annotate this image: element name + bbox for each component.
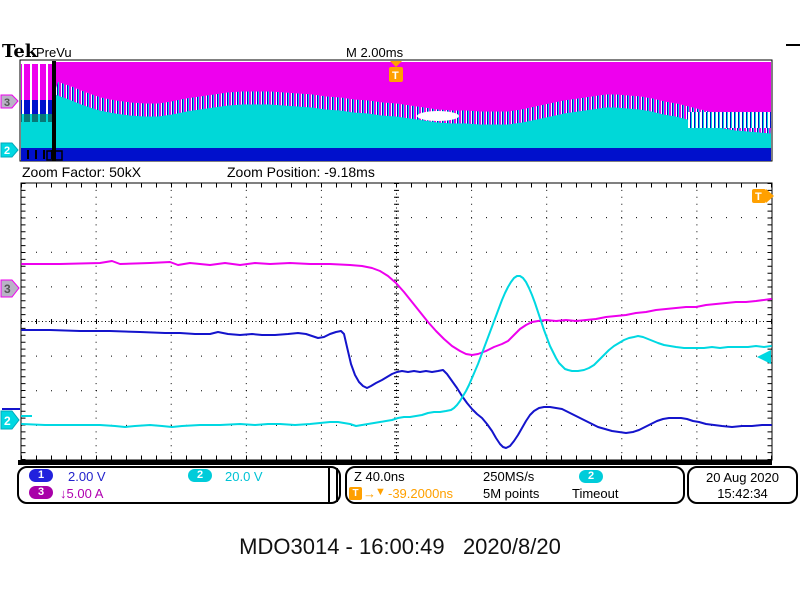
overview-ch1-band	[21, 148, 771, 161]
overview-ch3-marker-label: 3	[4, 97, 10, 109]
timebase-label: M 2.00ms	[346, 45, 404, 60]
overview-stripe-band	[688, 112, 771, 128]
overview-burst-cyan	[21, 122, 52, 148]
screenshot-caption: MDO3014 - 16:00:49 2020/8/20	[239, 534, 561, 559]
overview-white-gap	[417, 111, 459, 121]
trace-ch1	[21, 329, 772, 449]
date-value: 20 Aug 2020	[705, 470, 780, 485]
overview-burst-teal	[21, 114, 52, 122]
overview-trigger-flag-icon	[389, 67, 403, 82]
trigger-level-arrow-icon[interactable]	[757, 350, 771, 364]
main-trigger-flag-icon[interactable]	[752, 189, 766, 203]
graticule-bottom-bar	[18, 460, 772, 465]
trigger-t-icon: T	[349, 487, 362, 500]
ch3-badge[interactable]: 3	[29, 486, 53, 499]
horizontal-trigger-readout-box: Z 40.0ns 250MS/s 2 T → ▼ -39.2000ns 5M p…	[345, 466, 685, 504]
trigger-arrow-right-icon: →	[363, 486, 376, 501]
trace-ch2	[21, 275, 772, 428]
trigger-arrow-down-icon: ▼	[375, 486, 386, 498]
main-trigger-flag-arrow-icon	[766, 189, 774, 203]
overview-burst-magenta	[21, 64, 52, 100]
readout-divider	[328, 468, 338, 502]
zoom-position-label: Zoom Position: -9.18ms	[227, 164, 375, 180]
zoom-factor-label: Zoom Factor: 50kX	[22, 164, 142, 180]
main-ch2-position-dash	[21, 415, 32, 417]
acquisition-mode-label: PreVu	[36, 45, 72, 60]
trigger-position-value: -39.2000ns	[388, 486, 454, 501]
datetime-box: 20 Aug 2020 15:42:34	[687, 466, 798, 504]
overview-decorations: T	[21, 61, 771, 161]
overview-ch2-marker-label: 2	[4, 145, 10, 157]
ch1-scale-value: 2.00 V	[68, 469, 106, 484]
channel-readout-box: 1 2.00 V 2 20.0 V 3 ↓5.00 A	[17, 466, 341, 504]
graticule-grid	[21, 183, 772, 460]
tek-logo: Tek	[2, 41, 38, 62]
ch2-badge[interactable]: 2	[188, 469, 212, 482]
trace-ch3	[21, 260, 772, 356]
overview-trigger-arrow-icon	[390, 61, 402, 67]
ch1-badge[interactable]: 1	[29, 469, 53, 482]
main-ch1-position-marker[interactable]	[2, 408, 20, 410]
zoom-scale-value: Z 40.0ns	[354, 469, 405, 484]
overview-burst-marks	[22, 150, 52, 159]
overview-waveform-fills	[53, 62, 772, 148]
overview-ch2-marker	[0, 142, 19, 158]
ch2-scale-value: 20.0 V	[225, 469, 263, 484]
trigger-mode-value: Timeout	[572, 486, 619, 501]
time-value: 15:42:34	[717, 486, 768, 501]
main-ch2-marker[interactable]	[0, 410, 20, 430]
sample-rate-value: 250MS/s	[483, 469, 535, 484]
waveform-traces	[21, 260, 772, 449]
top-right-dash	[786, 44, 800, 46]
channel-markers: 3 2 3 2 T	[0, 44, 800, 430]
overview-burst-blue	[21, 100, 52, 114]
zoom-window-indicator[interactable]	[52, 61, 56, 161]
zoom-window-bracket[interactable]	[46, 150, 63, 161]
main-ch3-marker-label: 3	[4, 282, 11, 296]
main-trigger-t-label: T	[755, 191, 762, 203]
record-length-value: 5M points	[483, 486, 540, 501]
overview-trigger-t-label: T	[392, 70, 399, 82]
overview-ch3-marker	[0, 94, 19, 109]
ch3-scale-value: ↓5.00 A	[60, 486, 104, 501]
main-ch3-marker[interactable]	[0, 279, 20, 298]
overview-ch3-fill	[56, 62, 771, 127]
trigger-source-badge[interactable]: 2	[579, 470, 603, 483]
main-ch2-marker-label: 2	[4, 414, 11, 428]
